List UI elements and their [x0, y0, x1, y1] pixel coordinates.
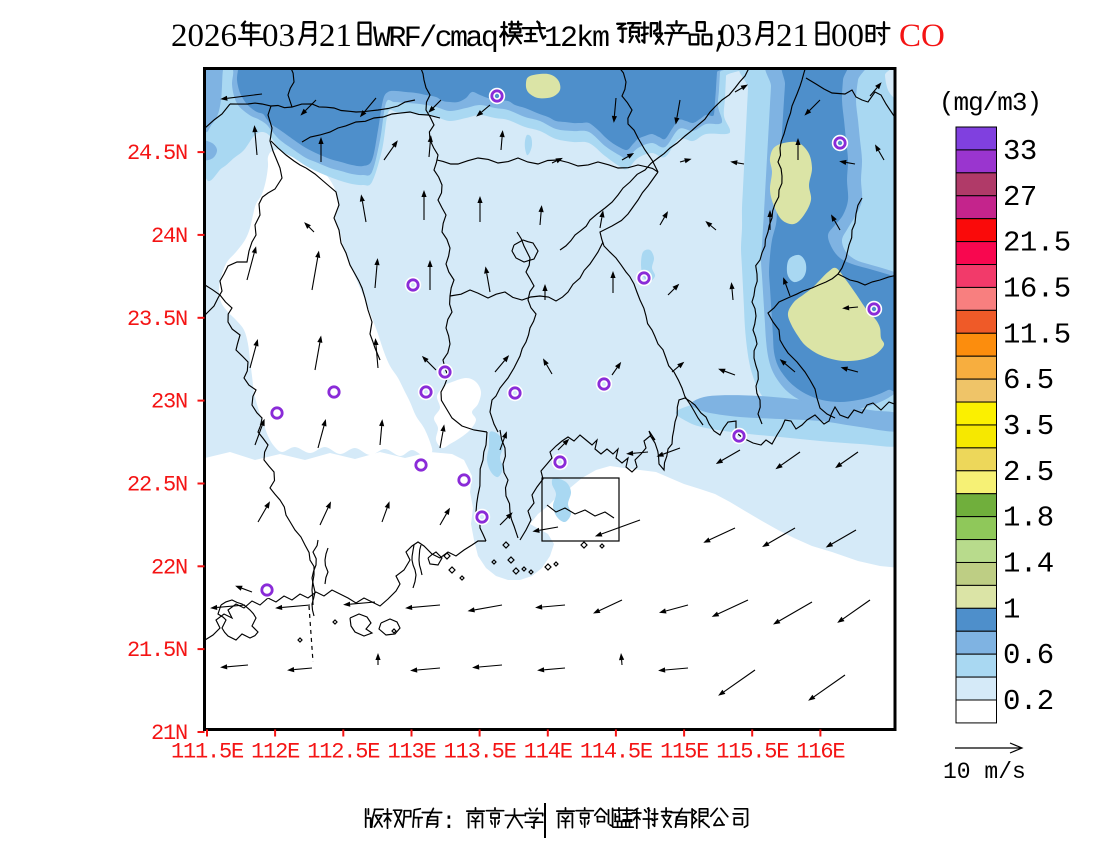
svg-text:3.5: 3.5	[1003, 410, 1054, 443]
svg-text:22N: 22N	[151, 555, 187, 580]
svg-text:24N: 24N	[151, 224, 187, 249]
svg-text:111.5E: 111.5E	[171, 740, 244, 765]
svg-text:10 m/s: 10 m/s	[943, 759, 1026, 785]
svg-text:114.5E: 114.5E	[580, 740, 653, 765]
svg-text:CO: CO	[899, 18, 945, 54]
svg-text:21: 21	[319, 18, 352, 54]
svg-text:03: 03	[719, 18, 752, 54]
svg-text:24.5N: 24.5N	[127, 141, 187, 166]
svg-text:27: 27	[1003, 181, 1037, 214]
svg-text:113E: 113E	[387, 740, 436, 765]
svg-text:21: 21	[776, 18, 809, 54]
svg-text:1.4: 1.4	[1003, 548, 1054, 581]
svg-text:116E: 116E	[796, 740, 845, 765]
svg-text:1.8: 1.8	[1003, 502, 1054, 535]
svg-text:21N: 21N	[151, 721, 187, 746]
svg-text:(mg/m3): (mg/m3)	[939, 88, 1041, 118]
svg-text:21.5N: 21.5N	[127, 638, 187, 663]
svg-text:2.5: 2.5	[1003, 456, 1054, 489]
svg-text:03: 03	[262, 18, 295, 54]
svg-text:0.2: 0.2	[1003, 685, 1054, 718]
svg-text:112.5E: 112.5E	[307, 740, 380, 765]
svg-text:113.5E: 113.5E	[444, 740, 517, 765]
svg-text:112E: 112E	[251, 740, 300, 765]
svg-text:114E: 114E	[524, 740, 573, 765]
svg-text:6.5: 6.5	[1003, 364, 1054, 397]
svg-text:115E: 115E	[660, 740, 709, 765]
svg-text:WRF/cmaq: WRF/cmaq	[373, 22, 497, 56]
svg-text:0.6: 0.6	[1003, 639, 1054, 672]
svg-text:22.5N: 22.5N	[127, 473, 187, 498]
svg-text:2026: 2026	[171, 18, 237, 54]
svg-text:1: 1	[1003, 593, 1020, 626]
svg-text:23N: 23N	[151, 390, 187, 415]
svg-text:16.5: 16.5	[1003, 272, 1071, 305]
svg-text::: :	[442, 809, 456, 835]
svg-text:33: 33	[1003, 135, 1037, 168]
svg-text:12km: 12km	[544, 22, 609, 56]
svg-text:00: 00	[831, 18, 864, 54]
svg-text:;: ;	[711, 22, 727, 56]
svg-text:23.5N: 23.5N	[127, 307, 187, 332]
svg-text:115.5E: 115.5E	[716, 740, 789, 765]
svg-text:21.5: 21.5	[1003, 227, 1071, 260]
svg-text:11.5: 11.5	[1003, 318, 1071, 351]
